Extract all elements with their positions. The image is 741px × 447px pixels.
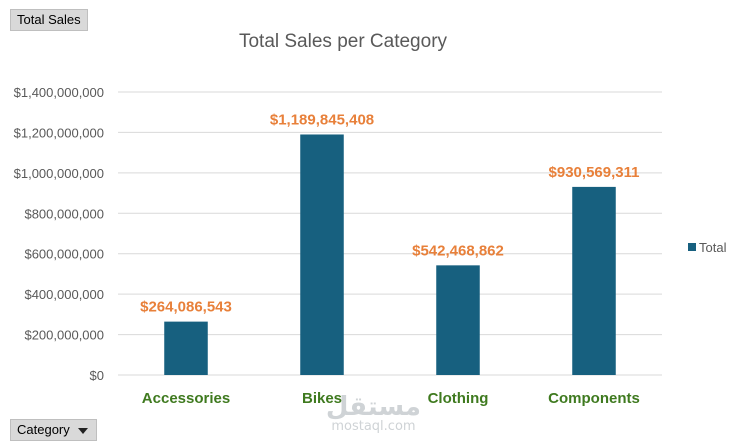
mostaql-watermark: مستقل mostaql.com bbox=[326, 394, 421, 434]
data-label: $930,569,311 bbox=[549, 164, 640, 181]
bar-accessories bbox=[164, 321, 208, 375]
y-tick-label: $200,000,000 bbox=[24, 328, 104, 343]
chart-title: Total Sales per Category bbox=[239, 31, 448, 52]
bar-bikes bbox=[300, 134, 344, 375]
category-field-button[interactable]: Category bbox=[10, 419, 97, 441]
legend-label: Total bbox=[699, 240, 727, 255]
category-label: Components bbox=[548, 390, 640, 407]
bar-clothing bbox=[436, 265, 480, 375]
chevron-down-icon[interactable] bbox=[77, 428, 88, 434]
data-label: $1,189,845,408 bbox=[270, 111, 374, 128]
category-label: Accessories bbox=[142, 390, 230, 407]
legend: Total bbox=[688, 240, 727, 255]
watermark-domain: mostaql.com bbox=[331, 419, 416, 434]
y-tick-label: $600,000,000 bbox=[24, 247, 104, 262]
category-label: Clothing bbox=[428, 390, 489, 407]
data-label: $264,086,543 bbox=[140, 299, 232, 316]
y-axis-labels: $0 $200,000,000 $400,000,000 $600,000,000 $8… bbox=[14, 85, 104, 383]
bars bbox=[164, 134, 616, 375]
bar-components bbox=[572, 186, 616, 375]
y-tick-label: $0 bbox=[90, 368, 104, 383]
category-label: Bikes bbox=[302, 390, 342, 407]
legend-swatch bbox=[688, 243, 696, 251]
gridlines bbox=[118, 91, 662, 376]
y-tick-label: $1,400,000,000 bbox=[14, 85, 104, 100]
x-axis-labels: Accessories Bikes Clothing Components bbox=[142, 390, 640, 407]
data-labels: $264,086,543 $1,189,845,408 $542,468,862 $9… bbox=[140, 111, 639, 315]
y-tick-label: $800,000,000 bbox=[24, 206, 104, 221]
watermark-logo: مستقل bbox=[325, 392, 421, 422]
y-tick-label: $1,200,000,000 bbox=[14, 125, 104, 140]
data-label: $542,468,862 bbox=[412, 242, 504, 259]
category-field-label: Category bbox=[17, 422, 70, 437]
y-tick-label: $1,000,000,000 bbox=[14, 166, 104, 181]
total-sales-field-button[interactable]: Total Sales bbox=[10, 9, 88, 31]
y-tick-label: $400,000,000 bbox=[24, 287, 104, 302]
